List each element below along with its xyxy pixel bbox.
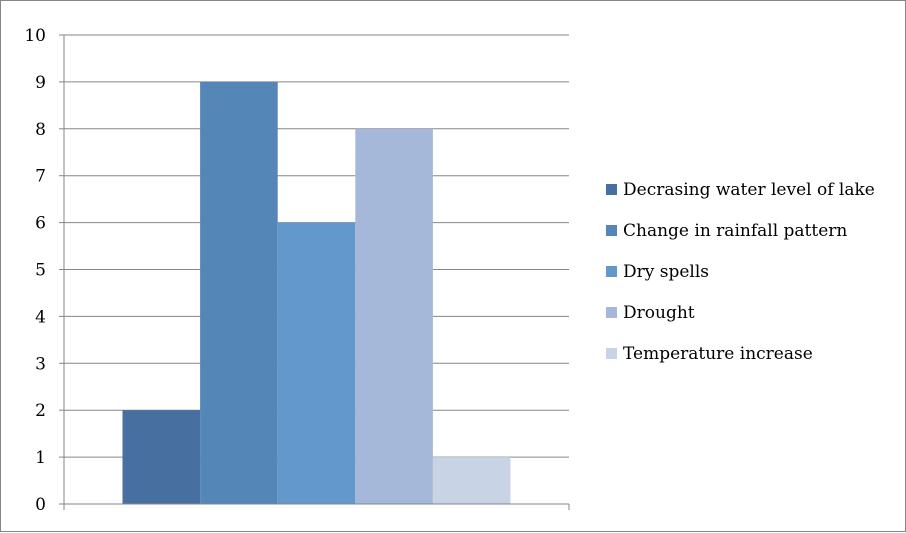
legend-label-change-in-rainfall-pattern: Change in rainfall pattern <box>623 221 847 241</box>
bar-dry-spells <box>277 222 356 504</box>
y-tick-label: 10 <box>24 26 46 46</box>
legend-label-drought: Drought <box>623 303 695 323</box>
y-axis-tick-labels: 0 1 2 3 4 5 6 7 8 9 10 <box>24 26 46 515</box>
legend-swatch-temperature-increase <box>606 348 617 359</box>
axes <box>59 34 570 510</box>
y-tick-label: 6 <box>35 214 46 234</box>
y-tick-label: 9 <box>35 73 46 93</box>
legend: Decrasing water level of lake Change in r… <box>606 180 875 364</box>
legend-swatch-drought <box>606 307 617 318</box>
bar-decrasing-water-level-of-lake <box>122 410 201 504</box>
bar-drought <box>355 128 433 505</box>
legend-swatch-decrasing-water-level-of-lake <box>606 184 617 195</box>
y-tick-label: 1 <box>35 448 46 468</box>
legend-label-dry-spells: Dry spells <box>623 262 709 282</box>
y-tick-label: 0 <box>35 495 46 515</box>
bar-change-in-rainfall-pattern <box>200 81 278 505</box>
y-tick-label: 8 <box>35 120 46 140</box>
legend-swatch-change-in-rainfall-pattern <box>606 225 617 236</box>
y-tick-label: 3 <box>35 354 46 374</box>
legend-swatch-dry-spells <box>606 266 617 277</box>
legend-label-decrasing-water-level-of-lake: Decrasing water level of lake <box>623 180 875 200</box>
bars <box>122 81 511 505</box>
y-tick-label: 5 <box>35 261 46 281</box>
bar-temperature-increase <box>432 457 511 504</box>
y-tick-label: 4 <box>35 307 46 327</box>
y-tick-label: 7 <box>35 167 46 187</box>
legend-label-temperature-increase: Temperature increase <box>623 344 813 364</box>
y-tick-label: 2 <box>35 401 46 421</box>
